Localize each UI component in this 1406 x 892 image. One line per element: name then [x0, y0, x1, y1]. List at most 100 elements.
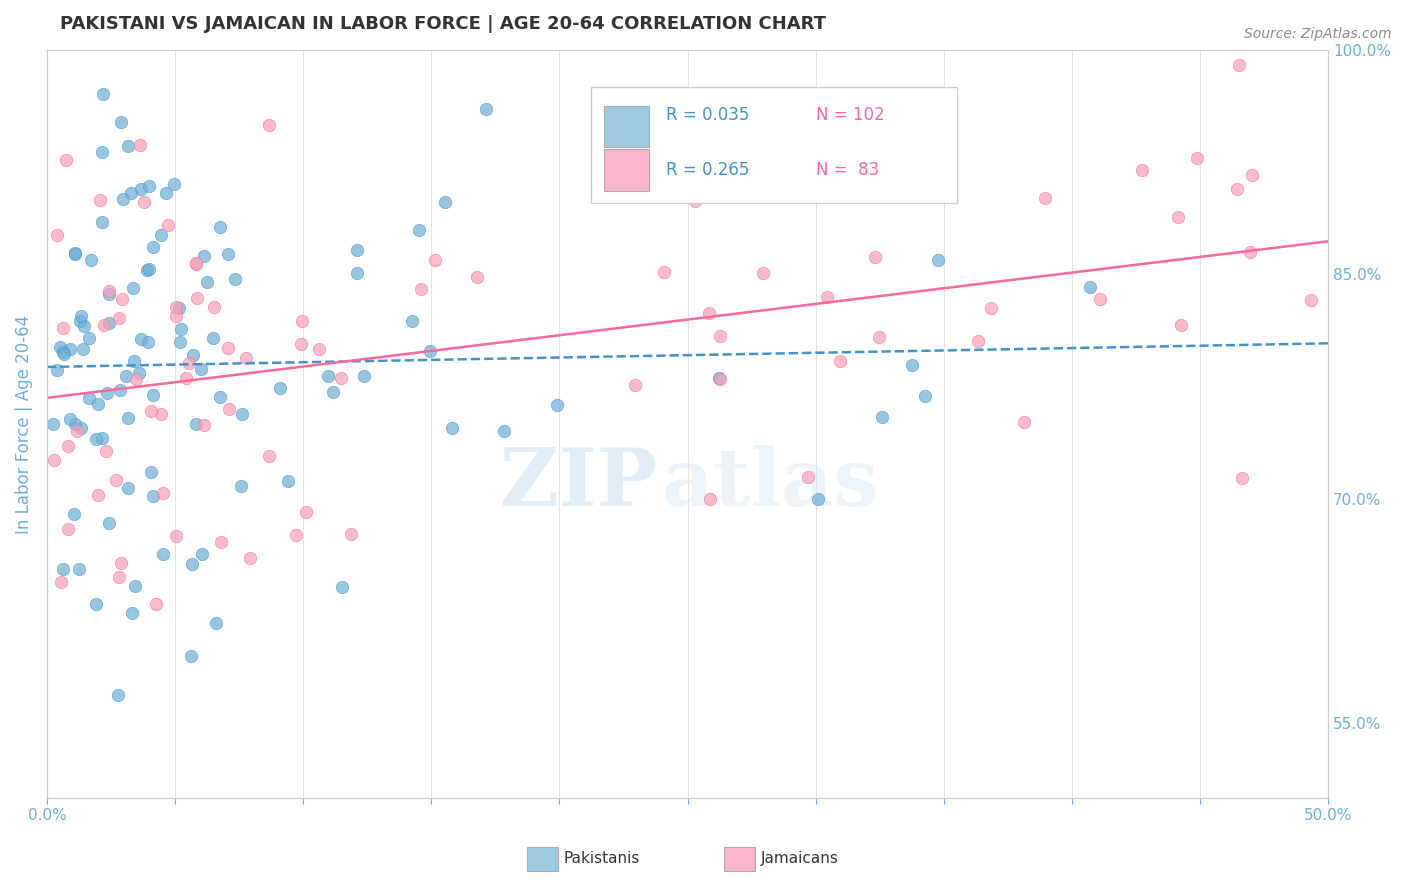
Point: [63, 246, 86, 260]
Point: [170, 322, 193, 336]
Point: [65, 424, 87, 438]
Point: [329, 371, 352, 385]
Point: [111, 192, 134, 206]
Point: [117, 481, 139, 495]
Point: [138, 262, 160, 277]
Point: [870, 410, 893, 425]
Point: [59, 411, 82, 425]
Point: [63, 507, 86, 521]
Point: [181, 557, 204, 571]
Point: [65, 246, 87, 260]
Point: [165, 309, 187, 323]
Point: [129, 137, 152, 152]
Point: [52, 344, 75, 359]
Point: [134, 194, 156, 209]
Point: [90, 431, 112, 445]
Point: [330, 580, 353, 594]
Point: [121, 606, 143, 620]
Point: [52, 561, 75, 575]
Point: [96, 385, 118, 400]
Point: [291, 314, 314, 328]
Point: [231, 408, 253, 422]
Point: [652, 265, 675, 279]
Point: [67, 562, 90, 576]
Point: [419, 343, 441, 358]
Point: [58, 522, 80, 536]
Point: [699, 491, 721, 506]
Point: [48, 340, 70, 354]
Point: [492, 425, 515, 439]
Point: [411, 282, 433, 296]
Point: [353, 369, 375, 384]
Point: [77, 331, 100, 345]
Point: [110, 115, 132, 129]
Text: N = 102: N = 102: [815, 106, 884, 124]
Point: [70, 421, 93, 435]
Point: [346, 243, 368, 257]
Point: [91, 145, 114, 160]
Point: [184, 255, 207, 269]
Point: [165, 300, 187, 314]
Point: [120, 186, 142, 200]
Point: [1012, 415, 1035, 429]
FancyBboxPatch shape: [605, 106, 650, 147]
Point: [914, 389, 936, 403]
Point: [89, 193, 111, 207]
Point: [401, 314, 423, 328]
Point: [124, 579, 146, 593]
Point: [108, 311, 131, 326]
Point: [308, 342, 330, 356]
Point: [94, 444, 117, 458]
Point: [195, 275, 218, 289]
Point: [110, 556, 132, 570]
Point: [91, 215, 114, 229]
Point: [98, 287, 121, 301]
Point: [56, 439, 79, 453]
Point: [709, 371, 731, 385]
Text: R = 0.265: R = 0.265: [665, 161, 749, 178]
Point: [46, 363, 69, 377]
Point: [322, 385, 344, 400]
Point: [72, 318, 94, 333]
Point: [434, 194, 457, 209]
Point: [863, 250, 886, 264]
Point: [257, 450, 280, 464]
Point: [97, 516, 120, 530]
Point: [191, 547, 214, 561]
Point: [142, 388, 165, 402]
Point: [87, 396, 110, 410]
Point: [150, 407, 173, 421]
Point: [828, 354, 851, 368]
Point: [150, 227, 173, 242]
Point: [169, 335, 191, 350]
Point: [80, 253, 103, 268]
Y-axis label: In Labor Force | Age 20-64: In Labor Force | Age 20-64: [15, 314, 32, 533]
Point: [269, 381, 291, 395]
Point: [59, 342, 82, 356]
FancyBboxPatch shape: [605, 149, 650, 191]
Point: [980, 301, 1002, 315]
Point: [218, 402, 240, 417]
Point: [42, 417, 65, 431]
Point: [217, 341, 239, 355]
Point: [136, 334, 159, 349]
Point: [184, 257, 207, 271]
Point: [1227, 58, 1250, 72]
Point: [52, 347, 75, 361]
Point: [1035, 191, 1057, 205]
Point: [202, 300, 225, 314]
Point: [1167, 210, 1189, 224]
Point: [423, 253, 446, 268]
Text: Pakistanis: Pakistanis: [564, 852, 640, 866]
Point: [1088, 293, 1111, 307]
Point: [465, 270, 488, 285]
Point: [340, 527, 363, 541]
Point: [181, 348, 204, 362]
Point: [174, 370, 197, 384]
Point: [84, 432, 107, 446]
Point: [709, 372, 731, 386]
Point: [152, 547, 174, 561]
Point: [868, 329, 890, 343]
Point: [63, 417, 86, 431]
Point: [1232, 471, 1254, 485]
